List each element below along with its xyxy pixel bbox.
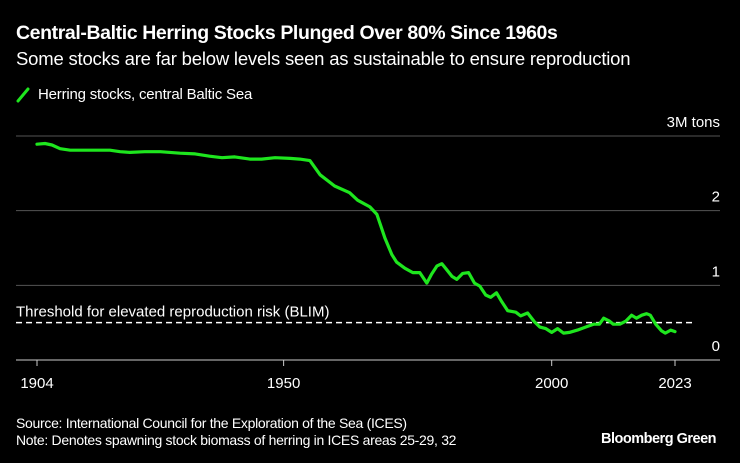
footnote: Note: Denotes spawning stock biomass of … [16, 432, 457, 448]
x-tick-label: 2023 [658, 375, 691, 392]
x-tick-label: 2000 [535, 375, 568, 392]
series-line-herring-stocks [35, 141, 677, 335]
source-note: Source: International Council for the Ex… [16, 415, 407, 431]
y-tick-label: 0 [712, 338, 720, 355]
y-tick-label: 1 [712, 263, 720, 280]
legend-label: Herring stocks, central Baltic Sea [38, 86, 253, 103]
x-tick-label: 1904 [20, 375, 53, 392]
legend: Herring stocks, central Baltic Sea [16, 86, 252, 103]
y-tick-label: 2 [712, 189, 720, 206]
x-tick-label: 1950 [267, 375, 300, 392]
chart-title: Central-Baltic Herring Stocks Plunged Ov… [16, 22, 558, 44]
threshold-label: Threshold for elevated reproduction risk… [16, 304, 329, 321]
chart-subtitle: Some stocks are far below levels seen as… [16, 48, 631, 69]
legend-line-icon [16, 87, 30, 103]
y-tick-label: 3M tons [667, 114, 720, 131]
brand-logo: Bloomberg Green [601, 431, 716, 447]
